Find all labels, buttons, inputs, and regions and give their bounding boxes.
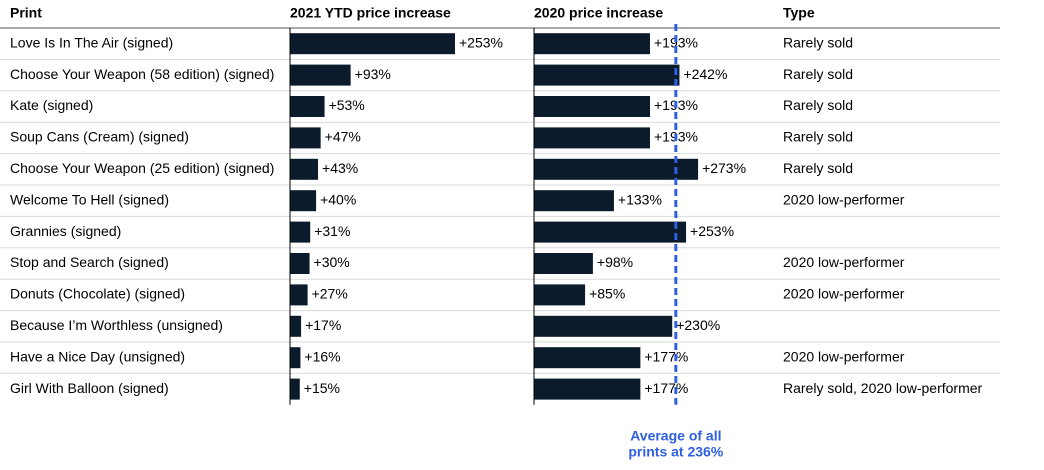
bar <box>290 284 308 306</box>
print-name: Soup Cans (Cream) (signed) <box>10 129 189 145</box>
type-label: 2020 low-performer <box>783 348 905 364</box>
print-name: Grannies (signed) <box>10 223 121 239</box>
print-name: Love Is In The Air (signed) <box>10 34 173 50</box>
value-label: +177% <box>644 348 688 364</box>
average-label: prints at 236% <box>628 444 723 460</box>
column-header: 2020 price increase <box>534 5 663 21</box>
value-label: +16% <box>304 348 340 364</box>
value-label: +31% <box>314 223 350 239</box>
type-label: 2020 low-performer <box>783 254 905 270</box>
value-label: +230% <box>676 317 720 333</box>
bar <box>534 64 680 86</box>
bar <box>290 221 311 243</box>
value-label: +253% <box>459 34 503 50</box>
column-header: Print <box>10 5 42 21</box>
value-label: +242% <box>683 66 727 82</box>
column-header: Type <box>783 5 815 21</box>
bar <box>534 378 641 400</box>
value-label: +30% <box>314 254 350 270</box>
print-name: Donuts (Chocolate) (signed) <box>10 286 185 302</box>
value-label: +40% <box>320 191 356 207</box>
value-label: +17% <box>305 317 341 333</box>
bar <box>290 158 319 180</box>
type-label: Rarely sold <box>783 160 853 176</box>
print-name: Because I’m Worthless (unsigned) <box>10 317 223 333</box>
print-name: Choose Your Weapon (25 edition) (signed) <box>10 160 274 176</box>
bar <box>534 347 641 369</box>
bar <box>290 96 325 117</box>
bar <box>534 221 687 243</box>
type-label: Rarely sold <box>783 97 853 113</box>
print-name: Welcome To Hell (signed) <box>10 191 169 207</box>
print-name: Choose Your Weapon (58 edition) (signed) <box>10 66 274 82</box>
value-label: +193% <box>654 34 698 50</box>
bar <box>534 127 650 149</box>
value-label: +133% <box>618 191 662 207</box>
type-label: Rarely sold <box>783 66 853 82</box>
bar <box>534 284 586 306</box>
value-label: +177% <box>644 380 688 396</box>
value-label: +98% <box>597 254 633 270</box>
bar <box>534 190 614 212</box>
bar <box>290 378 300 400</box>
type-label: Rarely sold, 2020 low-performer <box>783 380 983 396</box>
print-name: Kate (signed) <box>10 97 93 113</box>
print-name: Stop and Search (signed) <box>10 254 169 270</box>
bar <box>290 127 321 149</box>
bar <box>290 253 310 274</box>
bar <box>290 64 351 86</box>
bar <box>290 347 301 369</box>
print-name: Have a Nice Day (unsigned) <box>10 348 185 364</box>
bar <box>534 315 673 337</box>
bar <box>290 190 317 212</box>
value-label: +85% <box>589 286 625 302</box>
value-label: +15% <box>304 380 340 396</box>
value-label: +47% <box>325 129 361 145</box>
value-label: +53% <box>329 97 365 113</box>
bar <box>534 253 593 274</box>
value-label: +273% <box>702 160 746 176</box>
type-label: 2020 low-performer <box>783 191 905 207</box>
bar <box>290 33 455 55</box>
type-label: Rarely sold <box>783 34 853 50</box>
average-label: Average of all <box>630 428 721 444</box>
type-label: Rarely sold <box>783 129 853 145</box>
type-label: 2020 low-performer <box>783 286 905 302</box>
bar <box>290 315 302 337</box>
value-label: +93% <box>355 66 391 82</box>
bar <box>534 158 699 180</box>
value-label: +27% <box>312 286 348 302</box>
bar <box>534 33 650 55</box>
print-name: Girl With Balloon (signed) <box>10 380 169 396</box>
value-label: +43% <box>322 160 358 176</box>
value-label: +253% <box>690 223 734 239</box>
bar <box>534 96 650 117</box>
column-header: 2021 YTD price increase <box>290 5 451 21</box>
